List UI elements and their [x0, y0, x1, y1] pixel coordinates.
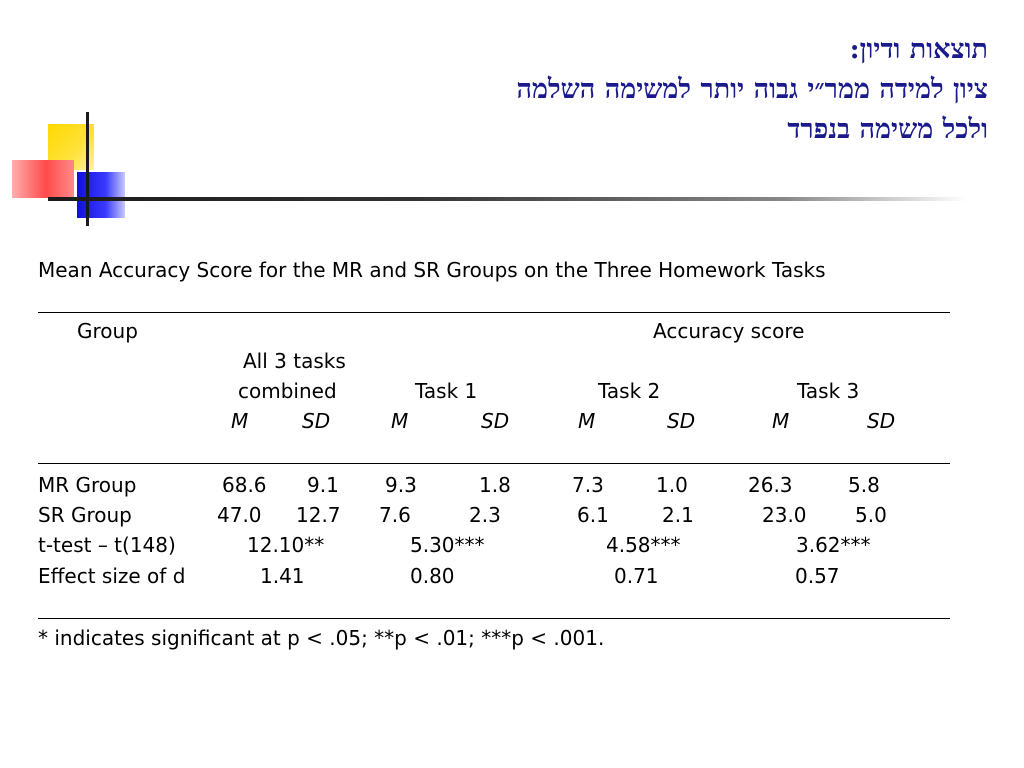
header-group: Group	[77, 319, 138, 343]
header-task-3: Task 3	[797, 379, 860, 403]
table-rule-middle	[38, 463, 950, 464]
header-all-tasks: All 3 tasks	[243, 349, 346, 373]
effect-task2: 0.71	[614, 564, 659, 588]
row-label: MR Group	[38, 473, 137, 497]
effect-task1: 0.80	[410, 564, 455, 588]
cell-task3-sd: 5.8	[848, 473, 880, 497]
table-footnote: * indicates significant at p < .05; **p …	[38, 626, 605, 650]
header-sd: SD	[867, 409, 896, 433]
decorative-logo	[0, 0, 1024, 240]
ttest-task2: 4.58***	[606, 533, 681, 557]
header-accuracy-score: Accuracy score	[653, 319, 805, 343]
cell-task2-m: 6.1	[577, 503, 609, 527]
title-line-1: תוצאות ודיון:	[849, 34, 988, 65]
vertical-divider	[86, 112, 89, 226]
header-combined: combined	[238, 379, 337, 403]
cell-task2-sd: 1.0	[656, 473, 688, 497]
header-sd: SD	[667, 409, 696, 433]
header-task-1: Task 1	[415, 379, 478, 403]
cell-task1-m: 9.3	[385, 473, 417, 497]
cell-task1-sd: 2.3	[469, 503, 501, 527]
ttest-all: 12.10**	[247, 533, 325, 557]
cell-task2-m: 7.3	[572, 473, 604, 497]
row-label: SR Group	[38, 503, 132, 527]
ttest-task1: 5.30***	[410, 533, 485, 557]
title-underline	[48, 197, 968, 201]
effect-all: 1.41	[260, 564, 305, 588]
red-square-shape	[12, 160, 74, 198]
effect-task3: 0.57	[795, 564, 840, 588]
blue-square-shape	[77, 172, 125, 218]
ttest-task3: 3.62***	[796, 533, 871, 557]
cell-all-sd: 12.7	[296, 503, 341, 527]
header-m: M	[231, 409, 249, 433]
header-task-2: Task 2	[598, 379, 661, 403]
cell-all-m: 47.0	[217, 503, 262, 527]
cell-all-sd: 9.1	[307, 473, 339, 497]
cell-task2-sd: 2.1	[662, 503, 694, 527]
table-rule-bottom	[38, 618, 950, 619]
header-m: M	[391, 409, 409, 433]
title-line-2: ציון למידה ממר״י גבוה יותר למשימה השלמה	[516, 74, 988, 105]
header-sd: SD	[302, 409, 331, 433]
cell-all-m: 68.6	[222, 473, 267, 497]
ttest-label: t-test – t(148)	[38, 533, 176, 557]
cell-task3-m: 23.0	[762, 503, 807, 527]
cell-task3-sd: 5.0	[855, 503, 887, 527]
slide-title: תוצאות ודיון: ציון למידה ממר״י גבוה יותר…	[188, 30, 988, 150]
effect-label: Effect size of d	[38, 564, 186, 588]
title-line-3: ולכל משימה בנפרד	[787, 114, 988, 145]
table-caption: Mean Accuracy Score for the MR and SR Gr…	[38, 258, 826, 282]
header-m: M	[772, 409, 790, 433]
table-rule-top	[38, 312, 950, 313]
header-m: M	[578, 409, 596, 433]
cell-task3-m: 26.3	[748, 473, 793, 497]
cell-task1-m: 7.6	[379, 503, 411, 527]
cell-task1-sd: 1.8	[479, 473, 511, 497]
header-sd: SD	[481, 409, 510, 433]
